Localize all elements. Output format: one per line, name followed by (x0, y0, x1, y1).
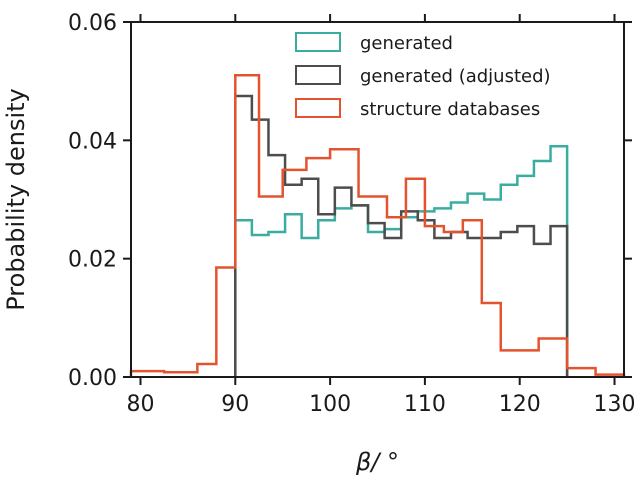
series-step-1 (234, 94, 569, 377)
legend-label: structure databases (360, 99, 540, 120)
tick-layer: 80 90 100 110 120 130 0.00 0.02 0.04 0.06 (68, 11, 636, 417)
x-tick-label: 90 (221, 392, 249, 417)
y-tick-label: 0.00 (68, 366, 117, 391)
series-layer (129, 74, 626, 377)
y-axis-label: Probability density (2, 88, 30, 311)
legend-swatch (295, 32, 341, 52)
x-tick-label: 130 (594, 392, 636, 417)
legend-entry-structure-databases: structure databases (295, 98, 540, 120)
legend-entry-generated: generated (295, 32, 453, 54)
y-tick-label: 0.02 (68, 248, 117, 273)
x-tick-label: 110 (404, 392, 446, 417)
legend-swatch (295, 98, 341, 118)
y-tick-label: 0.04 (68, 129, 117, 154)
x-tick-label: 120 (499, 392, 541, 417)
legend: generated generated (adjusted) structure… (295, 32, 551, 120)
x-tick-label: 80 (126, 392, 154, 417)
series-step-2 (129, 74, 626, 377)
legend-swatch (295, 65, 341, 85)
x-tick-label: 100 (309, 392, 351, 417)
plot-frame (130, 21, 625, 378)
legend-label: generated (adjusted) (360, 66, 551, 87)
legend-label: generated (360, 33, 453, 54)
y-tick-label: 0.06 (68, 11, 117, 36)
x-axis-label: β/ ° (355, 448, 399, 476)
legend-entry-generated-adjusted: generated (adjusted) (295, 65, 551, 87)
